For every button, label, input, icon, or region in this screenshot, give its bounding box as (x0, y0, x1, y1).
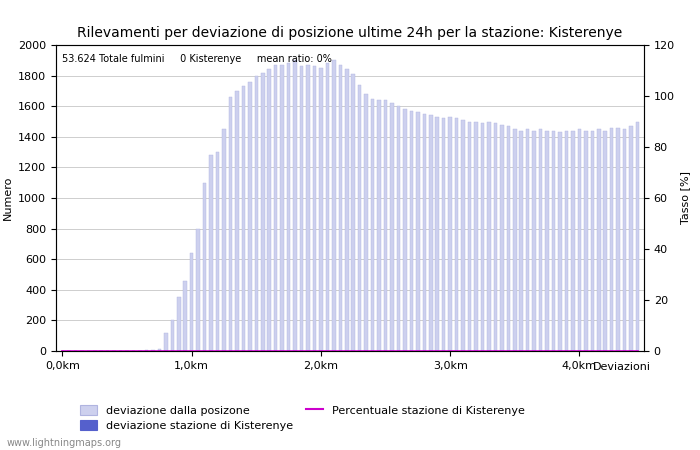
Bar (326, 63, 329, 351)
Bar (306, 65, 310, 351)
Bar (397, 106, 400, 351)
Bar (313, 67, 316, 351)
Bar (494, 123, 497, 351)
Bar (241, 86, 245, 351)
Bar (429, 115, 433, 351)
Bar (610, 128, 613, 351)
Bar (197, 229, 200, 351)
Bar (287, 63, 290, 351)
Bar (229, 97, 232, 351)
Bar (365, 94, 368, 351)
Bar (552, 130, 555, 351)
Bar (507, 126, 510, 351)
Title: Rilevamenti per deviazione di posizione ultime 24h per la stazione: Kisterenye: Rilevamenti per deviazione di posizione … (78, 26, 622, 40)
Bar (435, 117, 439, 351)
Bar (545, 130, 549, 351)
Bar (171, 320, 174, 351)
Bar (177, 297, 181, 351)
Bar (636, 122, 639, 351)
Y-axis label: Numero: Numero (3, 176, 13, 220)
Bar (332, 60, 335, 351)
Bar (449, 117, 452, 351)
Bar (455, 118, 458, 351)
Bar (461, 120, 465, 351)
Bar (603, 130, 607, 351)
Bar (597, 129, 601, 351)
Bar (190, 253, 193, 351)
Bar (617, 128, 620, 351)
Bar (481, 123, 484, 351)
Text: Deviazioni: Deviazioni (593, 362, 651, 372)
Bar (345, 69, 349, 351)
Bar (203, 183, 206, 351)
Bar (293, 60, 297, 351)
Y-axis label: Tasso [%]: Tasso [%] (680, 171, 690, 225)
Bar (474, 122, 478, 351)
Bar (403, 109, 407, 351)
Bar (390, 103, 394, 351)
Bar (183, 281, 187, 351)
Bar (584, 130, 587, 351)
Bar (442, 118, 445, 351)
Bar (281, 65, 284, 351)
Bar (487, 122, 491, 351)
Bar (358, 85, 361, 351)
Bar (267, 69, 271, 351)
Bar (339, 65, 342, 351)
Bar (423, 114, 426, 351)
Bar (571, 130, 575, 351)
Bar (274, 65, 277, 351)
Bar (591, 130, 594, 351)
Bar (300, 67, 303, 351)
Bar (526, 129, 529, 351)
Bar (255, 76, 258, 351)
Bar (558, 132, 562, 351)
Bar (319, 68, 323, 351)
Bar (261, 72, 265, 351)
Bar (384, 100, 387, 351)
Text: www.lightningmaps.org: www.lightningmaps.org (7, 438, 122, 448)
Bar (164, 333, 167, 351)
Bar (158, 349, 161, 351)
Bar (468, 122, 471, 351)
Bar (519, 130, 523, 351)
Bar (533, 130, 536, 351)
Bar (416, 112, 419, 351)
Bar (371, 99, 374, 351)
Bar (539, 129, 542, 351)
Bar (216, 152, 219, 351)
Bar (565, 130, 568, 351)
Bar (410, 111, 413, 351)
Bar (377, 100, 381, 351)
Bar (578, 129, 581, 351)
Bar (235, 91, 239, 351)
Bar (248, 82, 251, 351)
Bar (623, 129, 626, 351)
Bar (513, 129, 517, 351)
Bar (209, 155, 213, 351)
Legend: deviazione dalla posizone, deviazione stazione di Kisterenye, Percentuale stazio: deviazione dalla posizone, deviazione st… (76, 400, 529, 436)
Bar (151, 350, 155, 351)
Bar (351, 74, 355, 351)
Bar (222, 129, 226, 351)
Text: 53.624 Totale fulmini     0 Kisterenye     mean ratio: 0%: 53.624 Totale fulmini 0 Kisterenye mean … (62, 54, 332, 64)
Bar (629, 126, 633, 351)
Bar (500, 125, 503, 351)
